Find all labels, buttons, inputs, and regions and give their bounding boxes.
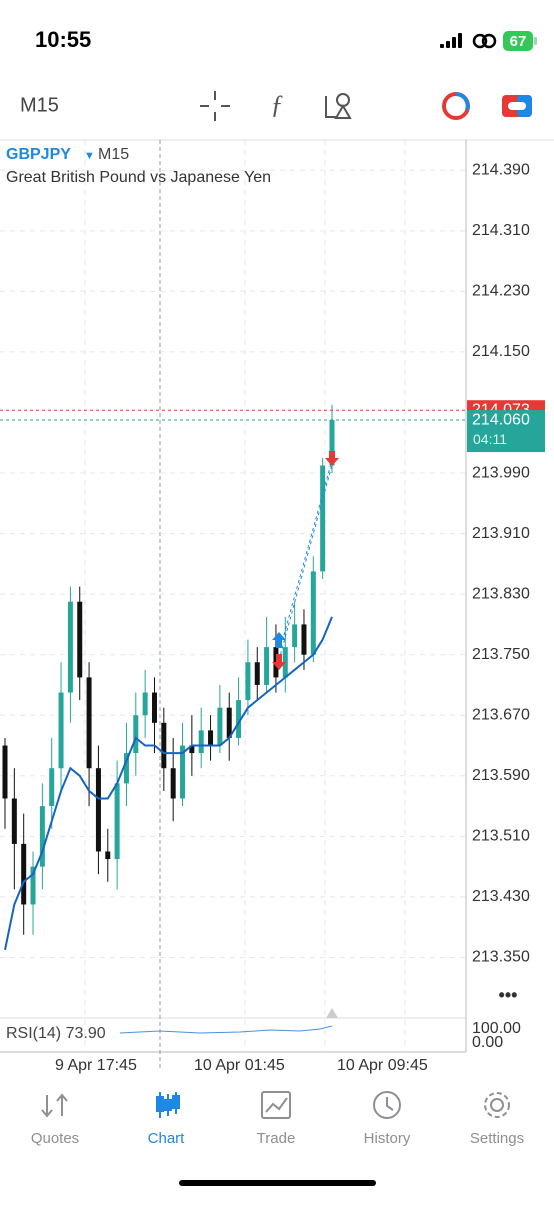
price-tick-label: 213.430 [472,888,530,905]
crosshair-button[interactable] [200,91,230,121]
price-tick-label: 213.510 [472,828,530,845]
price-tick-label: 213.910 [472,525,530,542]
timeframe-button[interactable]: M15 [20,94,59,116]
rsi-line [119,1025,333,1034]
candle-body [292,624,298,648]
candle-body [67,601,73,693]
battery [503,31,533,51]
trade-arrows [272,451,339,670]
price-tick-label: 213.990 [472,464,530,481]
moving-average [4,616,333,951]
candle-body [180,745,186,799]
rsi-level: 0.00 [472,1034,503,1051]
symbol-description: Great British Pound vs Japanese Yen [6,169,271,186]
candle-body [133,715,139,754]
battery-level: 67 [510,33,527,50]
chart-tab-icon [156,1092,180,1118]
candle-body [58,692,64,769]
symbol-caret: ▼ [84,150,95,162]
price-tick-label: 214.390 [472,161,530,178]
price-tick-label: 214.230 [472,283,530,300]
signal-icon [440,33,462,48]
tab-bar: Quotes Chart Trade History Settings [31,1130,524,1147]
candle-body [49,768,55,807]
time-label: 10 Apr 09:45 [337,1057,428,1074]
candle-body [151,692,157,723]
indicators-button[interactable]: ƒ [271,90,284,119]
candle-body [39,806,45,867]
candle-body [30,866,36,905]
candle-body [86,677,92,769]
price-tick-label: 213.830 [472,585,530,602]
tab-label[interactable]: Quotes [31,1130,79,1147]
bar-timer: 04:11 [473,431,507,447]
tab-label[interactable]: Chart [148,1130,186,1147]
time-label: 10 Apr 01:45 [194,1057,285,1074]
candle-body [208,730,214,746]
candle-body [11,798,17,844]
candle-body [329,420,335,466]
chart-timeframe: M15 [98,146,129,163]
trade-signals-button[interactable] [442,92,470,120]
candle-body [236,700,242,738]
candle-body [245,662,251,701]
plot [0,169,466,958]
candle-body [226,707,232,738]
candle-body [142,692,148,716]
price-tick-label: 214.150 [472,343,530,360]
candle-body [123,753,129,784]
tab-label[interactable]: Trade [257,1130,296,1147]
candle-body [77,601,83,678]
tab-label[interactable]: History [364,1130,411,1147]
home-indicator [179,1180,376,1186]
candle-body [310,571,316,655]
bid-label-box [467,410,545,453]
battery-tip [534,37,537,45]
candle-body [254,662,260,685]
more-button[interactable]: ••• [499,985,518,1005]
candle-body [198,730,204,754]
candle-body [161,722,167,769]
price-tick-label: 213.670 [472,706,530,723]
price-tick-label: 213.350 [472,949,530,966]
tab-icons [41,1091,510,1119]
rsi-level: 100.00 [472,1020,521,1037]
time-label: 9 Apr 17:45 [55,1057,137,1074]
candle-body [21,843,27,905]
price-tick-label: 214.310 [472,222,530,239]
candle-body [2,745,8,799]
bid-label: 214.060 [472,411,530,428]
candle-body [320,465,326,572]
candle-body [170,768,176,799]
vertical-grid [84,140,406,1052]
one-click-button[interactable] [502,95,532,117]
candle-body [264,647,270,685]
price-tick-label: 213.590 [472,767,530,784]
link-icon [472,33,497,49]
candle-body [301,624,307,655]
scroll-marker [326,1008,338,1018]
candle-body [114,783,120,860]
symbol[interactable]: GBPJPY [6,146,71,163]
rsi-label: RSI(14) 73.90 [6,1025,106,1042]
tab-label[interactable]: Settings [470,1130,524,1147]
candle-body [95,768,101,852]
clock: 10:55 [35,27,91,52]
objects-button[interactable] [325,93,352,119]
candle-body [217,707,223,746]
candle-body [105,851,111,860]
price-tick-label: 213.750 [472,646,530,663]
candle-body [189,745,195,754]
